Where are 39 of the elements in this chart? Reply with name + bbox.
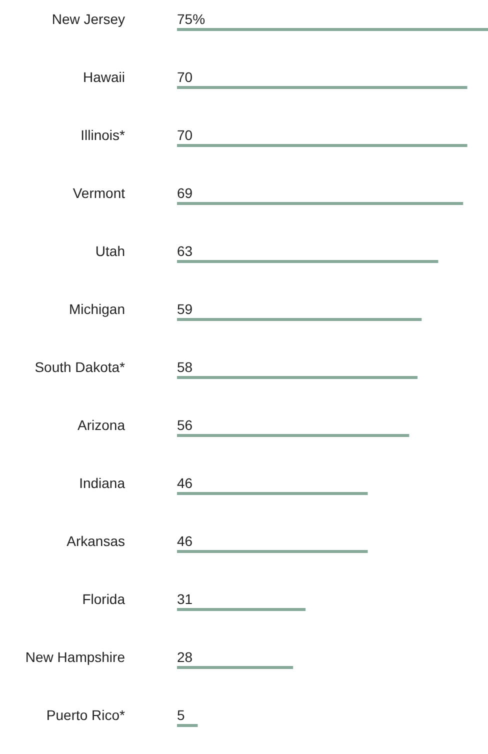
y-tick-label: Arkansas bbox=[66, 533, 125, 549]
bar bbox=[177, 202, 464, 205]
data-label: 28 bbox=[177, 649, 193, 665]
data-label: 63 bbox=[177, 243, 193, 259]
bar bbox=[177, 666, 294, 669]
data-label: 46 bbox=[177, 475, 193, 491]
bar bbox=[177, 28, 488, 31]
bar bbox=[177, 318, 422, 321]
bar bbox=[177, 434, 410, 437]
bar bbox=[177, 492, 368, 495]
bar bbox=[177, 260, 438, 263]
data-label: 70 bbox=[177, 127, 193, 143]
y-tick-label: Puerto Rico* bbox=[46, 707, 126, 723]
y-tick-label: New Jersey bbox=[52, 11, 125, 27]
data-label: 56 bbox=[177, 417, 193, 433]
data-label: 58 bbox=[177, 359, 193, 375]
y-tick-label: Vermont bbox=[72, 185, 126, 201]
bar bbox=[177, 376, 418, 379]
y-tick-label: Arizona bbox=[78, 417, 126, 433]
bar bbox=[177, 550, 368, 553]
y-tick-label: Illinois* bbox=[80, 127, 126, 143]
bar bbox=[177, 144, 468, 147]
y-tick-label: Michigan bbox=[68, 301, 125, 317]
data-label: 46 bbox=[177, 533, 193, 549]
data-label: 59 bbox=[177, 301, 193, 317]
data-label: 75% bbox=[177, 11, 206, 27]
data-label: 5 bbox=[177, 707, 185, 723]
bar bbox=[177, 608, 306, 611]
data-label: 70 bbox=[177, 69, 193, 85]
y-tick-label: Florida bbox=[82, 591, 126, 607]
y-tick-label: New Hampshire bbox=[25, 649, 126, 665]
bar bbox=[177, 724, 198, 727]
data-label: 31 bbox=[177, 591, 193, 607]
bar bbox=[177, 86, 468, 89]
y-tick-label: Hawaii bbox=[82, 69, 125, 85]
y-tick-label: South Dakota* bbox=[34, 359, 126, 375]
y-tick-label: Utah bbox=[95, 243, 125, 259]
y-tick-label: Indiana bbox=[79, 475, 126, 491]
data-label: 69 bbox=[177, 185, 193, 201]
